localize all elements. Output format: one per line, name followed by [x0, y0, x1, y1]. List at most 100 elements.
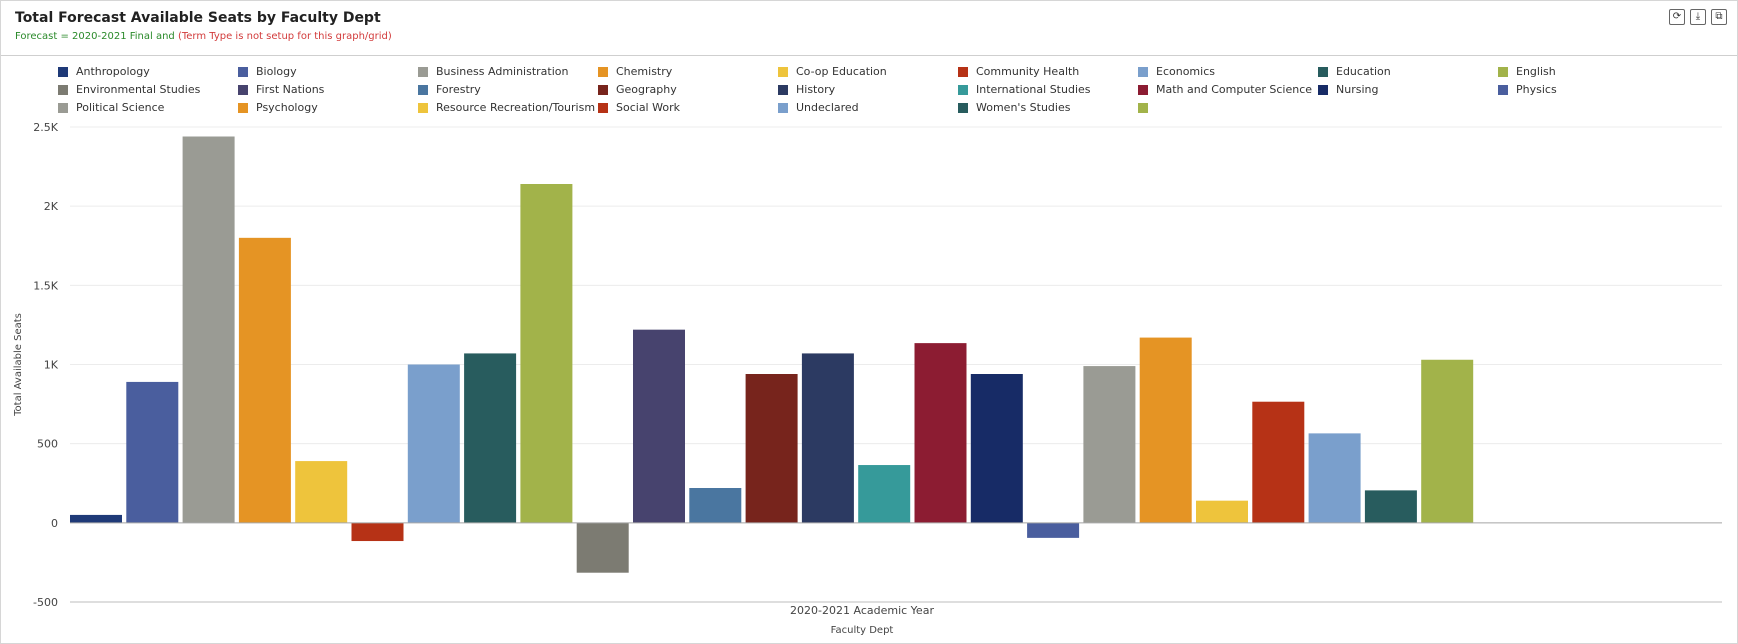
legend-swatch: [598, 66, 608, 77]
legend-label: Social Work: [616, 101, 680, 114]
expand-icon[interactable]: ⧉: [1711, 9, 1727, 25]
download-icon[interactable]: ⤓: [1690, 9, 1706, 25]
legend-item[interactable]: Geography: [598, 82, 778, 97]
legend-label: Community Health: [976, 65, 1080, 78]
bar[interactable]: [1196, 500, 1248, 523]
bar[interactable]: [1308, 433, 1361, 523]
bar[interactable]: [745, 374, 798, 523]
legend-item[interactable]: First Nations: [238, 82, 418, 97]
legend-label: Forestry: [436, 83, 481, 96]
legend-label: Co-op Education: [796, 65, 887, 78]
legend-item[interactable]: Co-op Education: [778, 64, 958, 79]
legend-item[interactable]: Environmental Studies: [58, 82, 238, 97]
bar[interactable]: [238, 237, 291, 523]
bar[interactable]: [1364, 490, 1417, 523]
bar[interactable]: [520, 184, 573, 523]
legend-swatch: [958, 84, 968, 95]
bar[interactable]: [1139, 337, 1192, 523]
bar[interactable]: [295, 461, 348, 523]
legend-item[interactable]: Forestry: [418, 82, 598, 97]
bar[interactable]: [914, 343, 967, 523]
legend-label: History: [796, 83, 836, 96]
bar[interactable]: [1421, 359, 1474, 523]
legend-item[interactable]: Anthropology: [58, 64, 238, 79]
legend-swatch: [238, 102, 248, 113]
term-type-warning: (Term Type is not setup for this graph/g…: [177, 31, 392, 42]
bar[interactable]: [126, 381, 179, 523]
legend-swatch: [778, 66, 788, 77]
legend-item[interactable]: Women's Studies: [958, 100, 1138, 115]
legend-label: Political Science: [76, 101, 165, 114]
bar[interactable]: [1027, 522, 1080, 538]
bar[interactable]: [351, 522, 404, 542]
legend-item[interactable]: Biology: [238, 64, 418, 79]
panel-toolbar: ⟳ ⤓ ⧉: [1669, 9, 1727, 25]
bar[interactable]: [1252, 401, 1305, 523]
legend-swatch: [418, 84, 428, 95]
legend-swatch: [778, 84, 788, 95]
x-axis: 2020-2021 Academic Year Faculty Dept: [70, 522, 1722, 636]
legend-swatch: [1318, 84, 1328, 95]
legend-swatch: [1318, 66, 1328, 77]
legend-label: Physics: [1516, 83, 1557, 96]
legend-label: Education: [1336, 65, 1391, 78]
y-tick-label: 2K: [44, 200, 59, 213]
legend-item[interactable]: English: [1498, 64, 1678, 79]
legend-item[interactable]: Nursing: [1318, 82, 1498, 97]
bar[interactable]: [633, 329, 685, 523]
legend-item[interactable]: Undeclared: [778, 100, 958, 115]
legend-swatch: [418, 102, 428, 113]
legend-label: Anthropology: [76, 65, 150, 78]
legend-swatch: [238, 66, 248, 77]
legend-item[interactable]: Community Health: [958, 64, 1138, 79]
y-tick-label: 1K: [44, 359, 59, 372]
legend-item[interactable]: International Studies: [958, 82, 1138, 97]
bar[interactable]: [689, 488, 742, 523]
legend-swatch: [58, 66, 68, 77]
legend-swatch: [238, 84, 248, 95]
legend-item[interactable]: Math and Computer Science: [1138, 82, 1318, 97]
legend-item[interactable]: Political Science: [58, 100, 238, 115]
legend-item[interactable]: Education: [1318, 64, 1498, 79]
bar[interactable]: [182, 136, 235, 523]
legend-item[interactable]: Economics: [1138, 64, 1318, 79]
y-axis-label: Total Available Seats: [13, 313, 24, 417]
y-tick-label: 0: [51, 517, 58, 530]
y-axis: -500 0 500 1K 1.5K 2K 2.5K Total Available Seat…: [13, 121, 59, 609]
legend-label: English: [1516, 65, 1556, 78]
legend-swatch: [1138, 66, 1148, 77]
legend-item[interactable]: Physics: [1498, 82, 1678, 97]
gridlines: [70, 126, 1722, 603]
bar[interactable]: [70, 514, 122, 523]
legend-item[interactable]: History: [778, 82, 958, 97]
bar[interactable]: [970, 374, 1023, 523]
legend-label: Economics: [1156, 65, 1215, 78]
bar[interactable]: [464, 353, 517, 523]
legend-swatch: [1138, 84, 1148, 95]
legend-swatch: [1138, 102, 1148, 113]
bar[interactable]: [1083, 366, 1136, 523]
bar[interactable]: [576, 522, 629, 573]
refresh-icon[interactable]: ⟳: [1669, 9, 1685, 25]
bars: [70, 136, 1474, 573]
legend-swatch: [958, 102, 968, 113]
bar[interactable]: [858, 465, 911, 523]
legend-label: Nursing: [1336, 83, 1379, 96]
legend-swatch: [598, 84, 608, 95]
chart-subtitle: Forecast = 2020-2021 Final and (Term Typ…: [15, 31, 392, 42]
legend-item[interactable]: Business Administration: [418, 64, 598, 79]
legend-swatch: [1498, 84, 1508, 95]
legend-item[interactable]: Chemistry: [598, 64, 778, 79]
forecast-filter-text: Forecast = 2020-2021 Final and: [15, 31, 178, 42]
legend-label: Women's Studies: [976, 101, 1071, 114]
chart-legend: Anthropology Biology Business Administrati…: [58, 64, 1698, 115]
legend-item[interactable]: Psychology: [238, 100, 418, 115]
bar[interactable]: [407, 364, 460, 523]
y-tick-label: -500: [33, 596, 58, 609]
legend-label: First Nations: [256, 83, 325, 96]
legend-item[interactable]: Social Work: [598, 100, 778, 115]
legend-item[interactable]: Resource Recreation/Tourism: [418, 100, 598, 115]
bar[interactable]: [801, 353, 854, 523]
legend-item[interactable]: [1138, 100, 1318, 115]
